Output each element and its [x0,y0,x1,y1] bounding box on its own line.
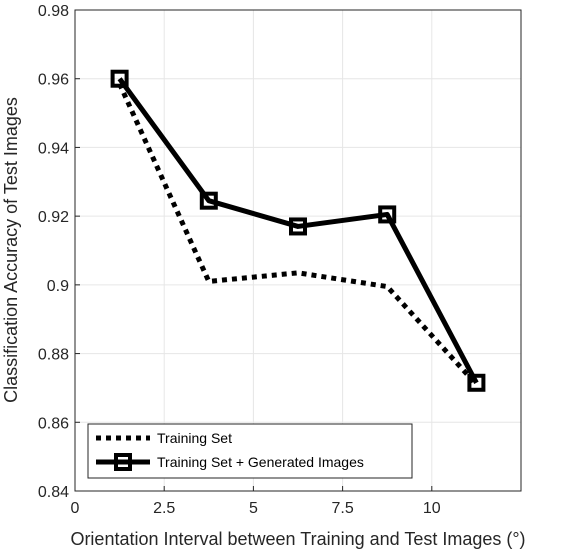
legend-box [87,423,413,479]
x-axis-ticks: 0 2.5 5 7.5 10 [71,486,441,517]
y-tick-label: 0.98 [38,3,69,20]
grid-lines [75,10,521,491]
x-tick-label: 7.5 [331,500,353,517]
y-tick-label: 0.92 [38,209,69,226]
data-point-square [378,205,397,224]
y-axis-ticks: 0.84 0.86 0.88 0.9 0.92 0.94 0.96 0.98 [38,3,80,501]
data-point-square [110,69,129,88]
legend-label-training-generated: Training Set + Generated Images [157,454,364,470]
x-tick-label: 0 [71,500,80,517]
legend: Training Set Training Set + Generated Im… [87,423,413,479]
y-axis-label: Classification Accuracy of Test Images [1,97,21,403]
plot-frame [74,9,522,492]
plot-background [75,10,521,491]
series-1 [117,82,479,387]
y-tick-label: 0.94 [38,140,69,157]
data-point-square [199,191,218,210]
legend-marker-square [114,453,132,471]
x-tick-label: 5 [249,500,258,517]
y-tick-label: 0.9 [47,278,69,295]
data-point-square [289,217,307,236]
y-tick-label: 0.88 [38,347,69,364]
series-line-1 [117,82,479,387]
y-tick-label: 0.96 [38,72,69,89]
series-line-2 [117,77,479,384]
data-point-square [467,373,486,392]
x-tick-label: 2.5 [153,500,175,517]
y-tick-label: 0.86 [38,415,69,432]
legend-label-training-set: Training Set [157,430,232,446]
x-axis-label: Orientation Interval between Training an… [70,529,525,549]
series-2 [110,69,486,392]
x-tick-label: 10 [423,500,441,517]
y-tick-label: 0.84 [38,484,69,501]
series-layer [110,69,486,392]
